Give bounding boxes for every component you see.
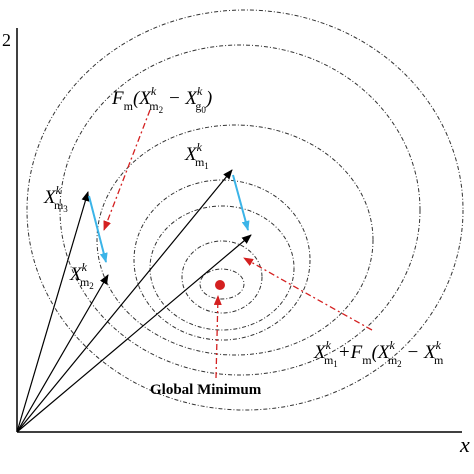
label-part: k [197,84,203,98]
vector-label: Fm(Xk m2 − Xk g0) [111,84,212,115]
label-part: (X [372,342,391,363]
label-part: F [111,88,124,109]
label-part: m [434,353,444,367]
label-part: g [195,99,201,113]
label-part: m [124,99,134,113]
label-part: +F [338,342,363,363]
label-part: k [151,84,157,98]
label-part: k [82,260,88,274]
vector-label: Xk m1 [184,140,209,171]
label-part: 2 [159,105,164,115]
label-part: k [56,183,62,197]
y-axis-label: 2 [2,30,11,50]
difference-vectors [88,174,250,263]
label-part: k [436,338,442,352]
label-part: k [326,338,332,352]
label-part: X [184,144,198,165]
label-part: 3 [63,204,68,214]
pointers [103,109,373,379]
x-axis-label: x [459,432,470,457]
label-part: m [195,155,205,169]
contours [26,9,464,411]
label-part: m [388,353,398,367]
label-part: m [80,275,90,289]
vector-label: Xk m2 [69,260,94,291]
label-part: k [390,338,396,352]
label-part: 2 [89,281,94,291]
label-part: X [69,264,83,285]
label-part: m [362,353,372,367]
label-part: 0 [201,105,206,115]
axes [16,28,462,433]
label-part: k [197,140,203,154]
label-part: X [43,187,57,208]
label-part: − X [402,342,437,363]
label-part: 1 [333,359,338,369]
vector-label: Xk m3 [43,183,68,214]
label-part: m [149,99,159,113]
vector-label: Xk m1+Fm(Xk m2 − Xk m [313,338,444,369]
label-part: m [324,353,334,367]
vectors [16,169,252,433]
global-minimum-point [215,280,225,290]
label-part: 1 [204,161,209,171]
global-minimum-label: Global Minimum [150,382,262,398]
label-part: m [54,198,64,212]
label-part: X [313,342,327,363]
label-part: 2 [397,359,402,369]
label-part: − X [163,88,198,109]
label-part: (X [133,88,152,109]
label-part: ) [205,88,212,109]
